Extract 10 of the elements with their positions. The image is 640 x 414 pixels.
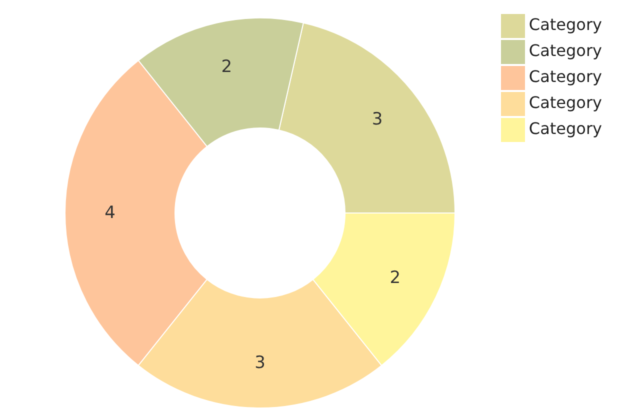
legend-label: Category	[528, 67, 602, 86]
legend-label: Category	[528, 93, 602, 112]
data-label: 4	[104, 203, 116, 223]
legend-label: Category	[528, 41, 602, 60]
data-label: 3	[254, 353, 266, 373]
data-label: 2	[390, 268, 401, 288]
data-label: 3	[372, 109, 383, 130]
data-label: 2	[221, 56, 232, 77]
legend-label: Category	[528, 119, 602, 138]
legend-label: Category	[528, 15, 602, 34]
